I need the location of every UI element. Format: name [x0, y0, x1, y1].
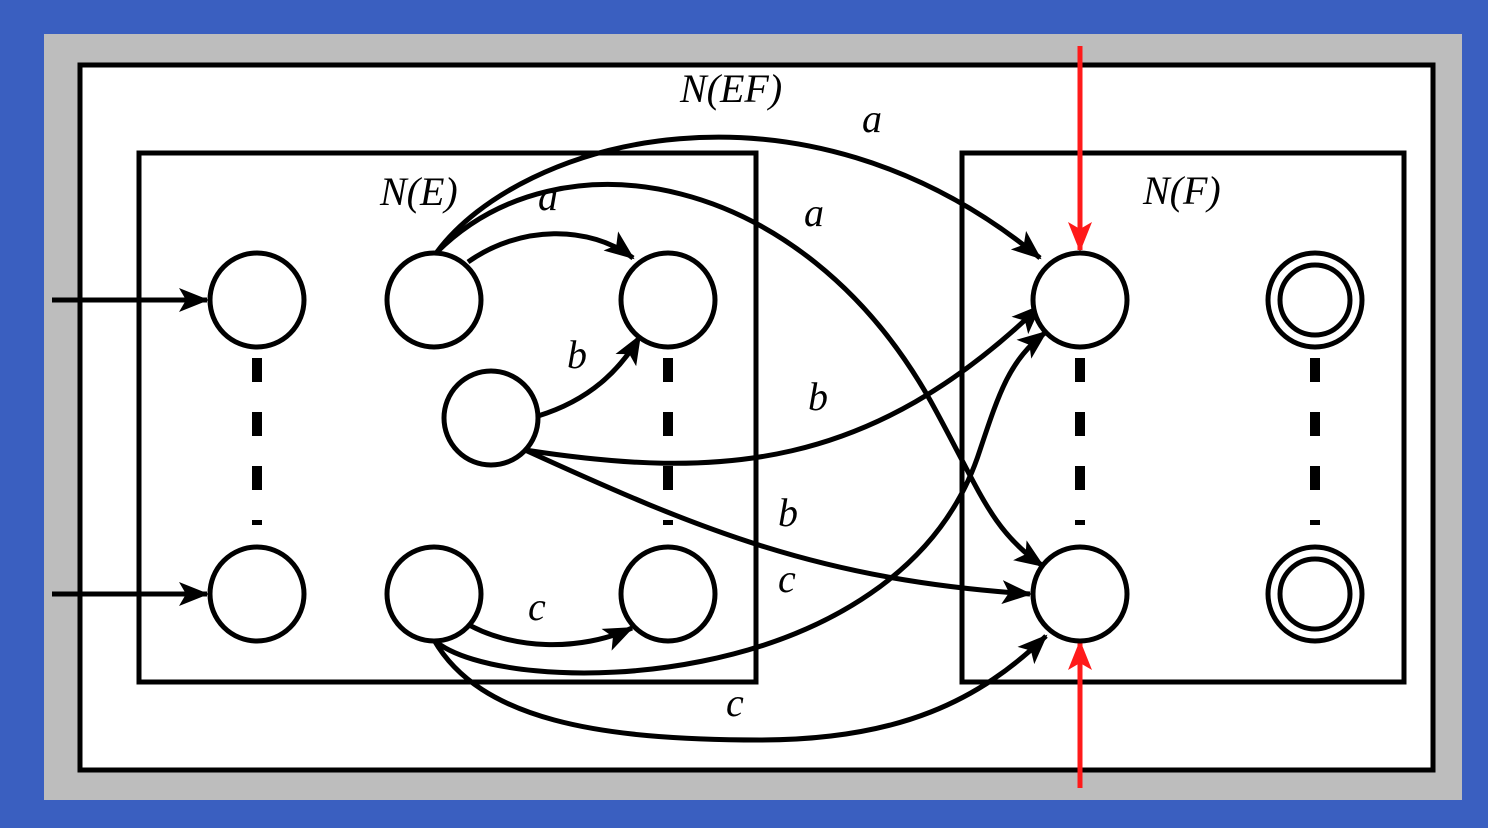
accepting-state-ring: [1277, 262, 1353, 338]
state-node: [207, 544, 307, 644]
edge-b-long: [523, 447, 1032, 605]
edge-a-long: [434, 134, 1042, 260]
state-node: [207, 250, 307, 350]
edge-label: b: [778, 490, 798, 535]
edge-a-long: [435, 182, 1045, 569]
title-nf: N(F): [1142, 168, 1221, 213]
state-node: [1030, 250, 1130, 350]
edge-b-internal: [537, 334, 643, 419]
title-ne: N(E): [379, 169, 458, 214]
state-node: [441, 368, 541, 468]
edge-label: a: [804, 190, 824, 235]
edge-label: c: [528, 584, 546, 629]
edge-c-internal: [462, 619, 634, 651]
edge-c-long: [432, 330, 1048, 676]
edge-label: c: [778, 556, 796, 601]
accepting-state-ring: [1277, 556, 1353, 632]
state-node: [384, 250, 484, 350]
box-ne: [136, 150, 759, 685]
edge-b-long: [524, 304, 1042, 466]
title-nef: N(EF): [679, 66, 782, 111]
edge-c-long: [431, 634, 1048, 743]
edge-a-internal: [466, 231, 635, 265]
edge-label: b: [808, 374, 828, 419]
state-node: [618, 250, 718, 350]
state-node: [384, 544, 484, 644]
edge-label: c: [726, 680, 744, 725]
state-node: [618, 544, 718, 644]
edge-label: b: [567, 332, 587, 377]
edge-label: a: [862, 96, 882, 141]
box-nf: [959, 150, 1407, 685]
edge-label: a: [538, 174, 558, 219]
state-node: [1030, 544, 1130, 644]
